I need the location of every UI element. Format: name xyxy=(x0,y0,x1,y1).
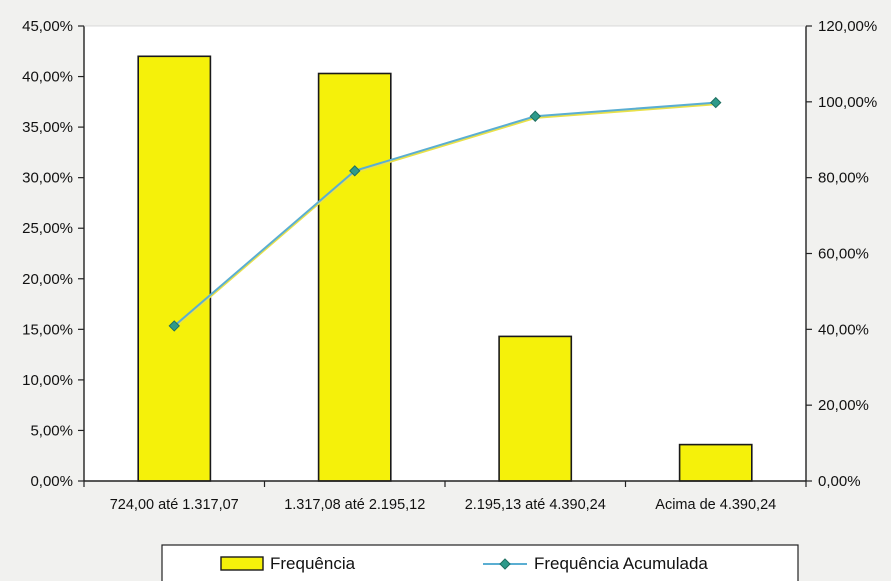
left-tick-label: 30,00% xyxy=(22,170,73,187)
x-tick-label: Acima de 4.390,24 xyxy=(655,497,776,513)
legend-box xyxy=(161,544,799,581)
left-tick-label: 5,00% xyxy=(30,422,73,439)
legend-swatch-bar xyxy=(220,556,264,571)
bar-1 xyxy=(137,55,212,482)
right-tick-label: 0,00% xyxy=(818,473,861,490)
left-tick-label: 20,00% xyxy=(22,271,73,288)
bar-3 xyxy=(498,335,573,482)
left-tick-label: 0,00% xyxy=(30,473,73,490)
left-tick-label: 45,00% xyxy=(22,18,73,35)
right-tick-label: 80,00% xyxy=(818,170,869,187)
x-tick-label: 2.195,13 até 4.390,24 xyxy=(465,497,606,513)
left-tick-label: 25,00% xyxy=(22,220,73,237)
right-tick-label: 60,00% xyxy=(818,246,869,263)
legend-swatch-marker xyxy=(499,558,511,570)
left-tick-label: 40,00% xyxy=(22,69,73,86)
cumulative-point-1 xyxy=(168,320,180,332)
bar-4 xyxy=(678,443,753,482)
cumulative-line-shadow xyxy=(173,103,716,329)
bar-2 xyxy=(317,72,392,482)
x-tick-label: 1.317,08 até 2.195,12 xyxy=(284,497,425,513)
right-tick-label: 120,00% xyxy=(818,18,877,35)
right-tick-label: 20,00% xyxy=(818,397,869,414)
left-tick-label: 35,00% xyxy=(22,119,73,136)
right-tick-label: 100,00% xyxy=(818,94,877,111)
cumulative-point-3 xyxy=(529,110,541,122)
legend-label-frequencia-acumulada: Frequência Acumulada xyxy=(534,554,708,573)
x-tick-label: 724,00 até 1.317,07 xyxy=(110,497,239,513)
legend-label-frequencia: Frequência xyxy=(270,554,356,573)
cumulative-point-2 xyxy=(349,165,361,177)
right-tick-label: 40,00% xyxy=(818,321,869,338)
cumulative-line xyxy=(173,101,716,327)
cumulative-point-4 xyxy=(710,96,722,109)
left-tick-label: 10,00% xyxy=(22,372,73,389)
left-tick-label: 15,00% xyxy=(22,321,73,338)
